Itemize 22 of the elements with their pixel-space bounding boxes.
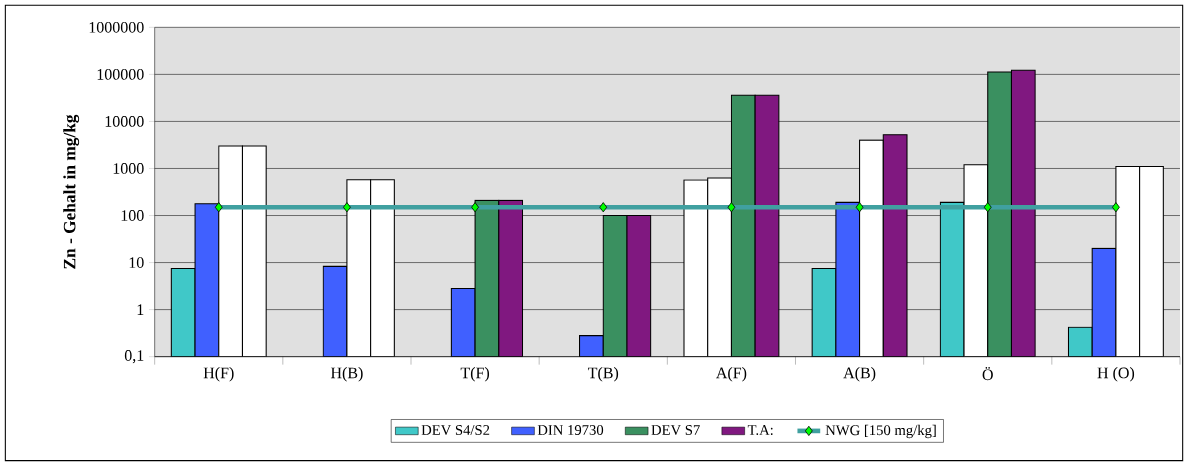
legend-label: NWG [150 mg/kg]: [825, 424, 936, 439]
x-tick-label: A(F): [716, 367, 747, 382]
x-tick-label: H (O): [1097, 367, 1135, 382]
legend-label: DEV S7: [651, 425, 700, 435]
y-tick-label: 10: [129, 257, 144, 268]
x-tick-label: T(F): [460, 367, 490, 382]
y-axis-title: Zn - Gehalt in mg/kg: [63, 114, 80, 269]
y-tick-label: 100: [121, 210, 144, 221]
y-tick-label: 0,1: [124, 350, 144, 364]
y-tick-label: 100000: [97, 68, 144, 80]
legend-label: DIN 19730: [537, 425, 604, 435]
y-tick-label: 10000: [105, 116, 144, 127]
x-tick-label: A(B): [843, 367, 876, 382]
x-tick-label: T(B): [587, 367, 619, 382]
x-tick-label: H(B): [330, 367, 363, 382]
y-tick-label: 1: [137, 304, 144, 315]
y-tick-label: 1000000: [89, 21, 144, 33]
x-tick-label: H(F): [203, 367, 234, 382]
x-tick-label: Ö: [982, 367, 993, 381]
legend-label: T.A:: [747, 425, 773, 435]
y-tick-label: 1000: [113, 163, 144, 174]
legend-label: DEV S4/S2: [421, 425, 490, 435]
